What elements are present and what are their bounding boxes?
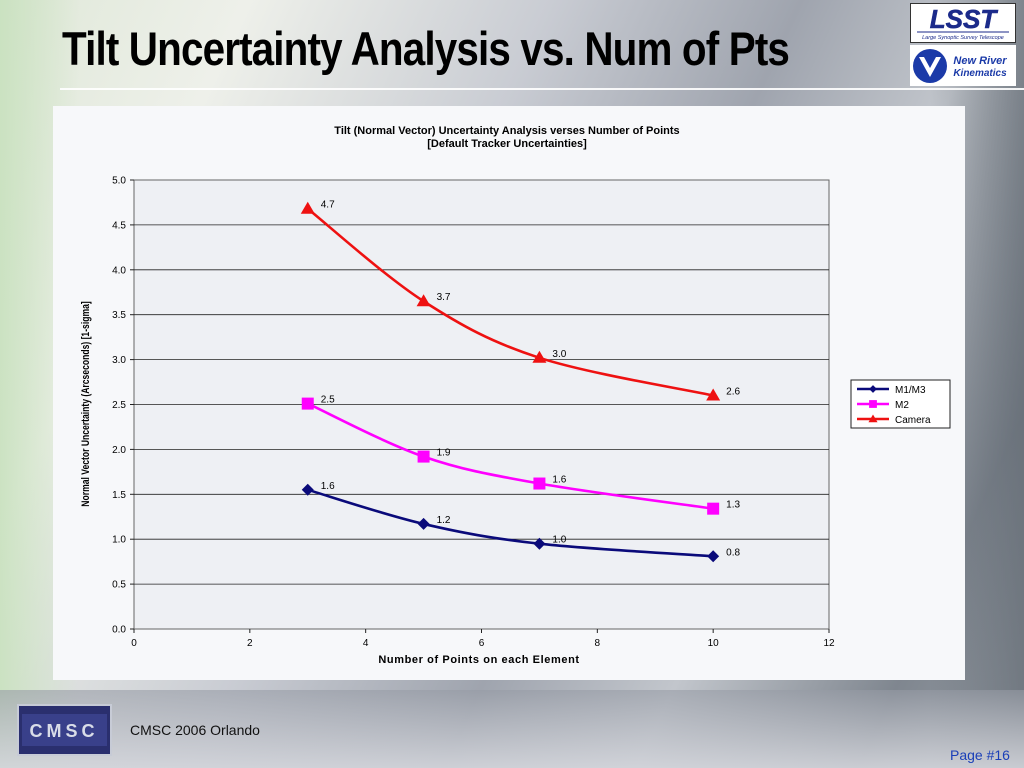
data-point-m1-m3-1 [417, 517, 430, 530]
y-tick-label-4: 2.0 [112, 445, 126, 456]
x-tick-label-6: 12 [823, 638, 835, 649]
line-chart: Tilt (Normal Vector) Uncertainty Analysi… [80, 125, 951, 666]
data-point-camera-2 [532, 350, 547, 363]
x-axis-label: Number of Points on each Element [378, 654, 579, 666]
x-tick-label-1: 2 [247, 638, 253, 649]
data-point-m2-2 [533, 477, 546, 490]
data-label-camera-0: 4.7 [321, 200, 335, 211]
data-point-camera-0 [300, 201, 315, 214]
data-label-m1-m3-1: 1.2 [437, 515, 451, 526]
x-axis-ticks: 0 2 4 6 8 10 12 [131, 629, 835, 649]
data-label-camera-1: 3.7 [437, 292, 451, 303]
y-tick-label-7: 3.5 [112, 310, 126, 321]
series-line-m2 [307, 402, 714, 510]
y-tick-label-1: 0.5 [112, 580, 126, 591]
x-tick-label-4: 8 [595, 638, 601, 649]
data-label-m2-3: 1.3 [726, 500, 740, 511]
legend-label-m2: M2 [895, 400, 909, 411]
data-label-camera-2: 3.0 [552, 349, 566, 360]
nrk-logo-line1: New River [953, 55, 1007, 67]
data-point-camera-1 [416, 294, 431, 307]
legend-marker-m1-m3 [869, 385, 877, 393]
series-line-m1-m3 [307, 488, 714, 558]
legend-label-m1-m3: M1/M3 [895, 385, 926, 396]
data-point-m2-1 [417, 450, 430, 463]
data-point-m2-0 [301, 397, 314, 410]
data-label-m1-m3-0: 1.6 [321, 481, 335, 492]
series-group [300, 201, 721, 563]
y-tick-label-2: 1.0 [112, 535, 126, 546]
data-point-m1-m3-3 [707, 550, 720, 563]
x-tick-label-5: 10 [708, 638, 720, 649]
data-label-m2-0: 2.5 [321, 395, 335, 406]
data-point-m1-m3-0 [301, 483, 314, 496]
new-river-kinematics-logo: New River Kinematics [910, 45, 1016, 86]
lsst-logo-subtitle: Large Synoptic Survey Telescope [922, 35, 1004, 41]
legend-marker-m2 [869, 400, 877, 408]
title-divider [60, 88, 1024, 90]
gridlines [134, 224, 829, 585]
page-number: Page #16 [950, 747, 1010, 763]
data-label-m1-m3-2: 1.0 [552, 535, 566, 546]
data-label-camera-3: 2.6 [726, 387, 740, 398]
y-tick-label-3: 1.5 [112, 490, 126, 501]
data-label-m1-m3-3: 0.8 [726, 547, 740, 558]
x-tick-label-0: 0 [131, 638, 137, 649]
legend-marker-camera [868, 414, 878, 423]
y-tick-label-5: 2.5 [112, 400, 126, 411]
background-accent-bottom [0, 690, 1024, 768]
y-axis-ticks: 0.0 0.5 1.0 1.5 2.0 2.5 3.0 3.5 4.0 4.5 5.0 [112, 176, 134, 636]
chart-subtitle: [Default Tracker Uncertainties] [427, 138, 587, 150]
y-axis-label: Normal Vector Uncertainty (Arcseconds) [… [80, 301, 92, 506]
y-tick-label-10: 5.0 [112, 176, 126, 187]
nrk-logo-line2: Kinematics [953, 68, 1007, 79]
legend: M1/M3 M2 Camera [850, 379, 951, 429]
data-point-camera-3 [706, 388, 721, 401]
y-tick-label-9: 4.5 [112, 220, 126, 231]
cmsc-logo: CMSC [17, 704, 112, 756]
series-line-camera [306, 207, 714, 397]
data-label-m2-1: 1.9 [437, 448, 451, 459]
footer-text: CMSC 2006 Orlando [130, 722, 260, 738]
data-point-m1-m3-2 [533, 537, 546, 550]
y-tick-label-8: 4.0 [112, 265, 126, 276]
y-tick-label-0: 0.0 [112, 625, 126, 636]
x-tick-label-3: 6 [479, 638, 485, 649]
lsst-logo-text: LSST [930, 4, 999, 34]
legend-label-camera: Camera [895, 415, 931, 426]
data-label-m2-2: 1.6 [552, 475, 566, 486]
slide-title: Tilt Uncertainty Analysis vs. Num of Pts [62, 22, 790, 75]
chart-title: Tilt (Normal Vector) Uncertainty Analysi… [334, 125, 679, 137]
cmsc-logo-text: CMSC [30, 721, 99, 741]
lsst-logo: LSST Large Synoptic Survey Telescope [910, 3, 1016, 43]
chart-panel: Tilt (Normal Vector) Uncertainty Analysi… [53, 106, 965, 680]
data-labels-group: 1.6 1.2 1.0 0.8 2.5 1.9 1.6 1.3 4.7 3.7 3.0 2.6 [321, 200, 741, 559]
y-tick-label-6: 3.0 [112, 355, 126, 366]
x-tick-label-2: 4 [363, 638, 369, 649]
data-point-m2-3 [707, 502, 720, 515]
